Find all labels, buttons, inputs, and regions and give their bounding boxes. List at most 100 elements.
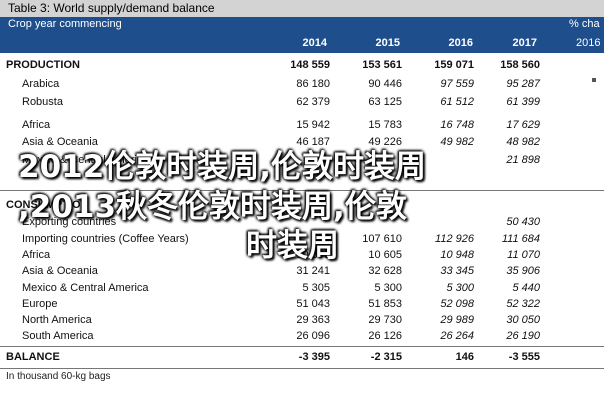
value-2015: 15 783 xyxy=(368,119,402,131)
edge-marker xyxy=(592,78,596,82)
value-2016: 10 948 xyxy=(440,249,474,261)
watermark-line-3: 时装周 xyxy=(246,228,339,264)
year-2017: 2017 xyxy=(512,37,537,49)
value-2016: 5 300 xyxy=(446,282,474,294)
value-2016: 97 559 xyxy=(440,78,474,90)
value-2015: 32 628 xyxy=(368,265,402,277)
table-row: Mexico & Central America 21 898 xyxy=(0,152,604,168)
balance-2015: -2 315 xyxy=(370,351,402,363)
row-label: Africa xyxy=(22,119,51,131)
row-label: Mexico & Central America xyxy=(22,154,149,166)
table-footer: In thousand 60-kg bags xyxy=(0,368,604,387)
value-2016: 29 989 xyxy=(440,314,474,326)
table-row: Robusta 62 379 63 125 61 512 61 399 xyxy=(0,94,604,110)
value-2017: 26 190 xyxy=(506,330,540,342)
value-2017: 50 430 xyxy=(506,216,540,228)
table-row: Africa 15 942 15 783 16 748 17 629 xyxy=(0,117,604,133)
value-2017: 111 684 xyxy=(501,233,540,245)
value-2017: 11 070 xyxy=(507,249,540,261)
value-2014: 26 096 xyxy=(296,330,330,342)
divider xyxy=(0,190,604,191)
value-2015: 49 226 xyxy=(368,136,402,148)
year-2015: 2015 xyxy=(375,37,400,49)
row-label: Europe xyxy=(22,298,58,310)
percent-year: 2016 xyxy=(576,37,601,49)
row-label: Mexico & Central America xyxy=(22,282,149,294)
production-2014: 148 559 xyxy=(290,59,330,71)
title-bar: Table 3: World supply/demand balance xyxy=(0,0,604,17)
value-2014: 5 305 xyxy=(302,282,330,294)
value-2014: 31 241 xyxy=(296,265,330,277)
row-label: Importing countries (Coffee Years) xyxy=(22,233,189,245)
value-2015: 26 126 xyxy=(368,330,402,342)
value-2016: 33 345 xyxy=(440,265,474,277)
row-label: South America xyxy=(22,330,94,342)
table-row: South America 26 096 26 126 26 264 26 19… xyxy=(0,328,604,344)
production-row: PRODUCTION 148 559 153 561 159 071 158 5… xyxy=(0,57,604,73)
value-2014: 86 180 xyxy=(296,78,330,90)
value-2017: 30 050 xyxy=(506,314,540,326)
value-2014: 62 379 xyxy=(296,96,330,108)
table-row: North America 29 363 29 730 29 989 30 05… xyxy=(0,312,604,328)
row-label: Africa xyxy=(22,249,51,261)
value-2014: 10 503 xyxy=(296,249,330,261)
table-title: Table 3: World supply/demand balance xyxy=(8,1,215,15)
value-2017: 61 399 xyxy=(506,96,540,108)
balance-row: BALANCE -3 395 -2 315 146 -3 555 xyxy=(0,349,604,365)
watermark-line-2: ,2013秋冬伦敦时装周,伦敦 xyxy=(18,189,407,225)
table-row: Asia & Oceania 31 241 32 628 33 345 35 9… xyxy=(0,263,604,279)
year-2014: 2014 xyxy=(302,37,327,49)
value-2015: 51 853 xyxy=(368,298,402,310)
value-2014: 29 363 xyxy=(296,314,330,326)
value-2017: 52 322 xyxy=(506,298,540,310)
value-2016: 49 982 xyxy=(440,136,474,148)
table-row: Mexico & Central America 5 305 5 300 5 3… xyxy=(0,280,604,296)
percent-change-label: % cha xyxy=(569,18,600,30)
production-2017: 158 560 xyxy=(500,59,540,71)
table-row: Importing countries (Coffee Years) 109 1… xyxy=(0,231,604,247)
table-row: Arabica 86 180 90 446 97 559 95 287 xyxy=(0,76,604,92)
value-2014: 109 xyxy=(311,233,330,245)
value-2017: 5 440 xyxy=(512,282,540,294)
balance-2016: 146 xyxy=(455,351,474,363)
value-2015: 90 446 xyxy=(368,78,402,90)
value-2015: 10 605 xyxy=(368,249,402,261)
row-label: Arabica xyxy=(22,78,60,90)
production-2016: 159 071 xyxy=(434,59,474,71)
value-2016: 16 748 xyxy=(440,119,474,131)
row-label: North America xyxy=(22,314,92,326)
watermark-line-1: 2012伦敦时装周,伦敦时装周 xyxy=(18,149,427,185)
table-row: Asia & Oceania 46 187 49 226 49 982 48 9… xyxy=(0,134,604,150)
balance-label: BALANCE xyxy=(6,351,60,363)
value-2017: 17 629 xyxy=(506,119,540,131)
value-2017: 48 982 xyxy=(506,136,540,148)
table-header: Crop year commencing % cha 2014 2015 201… xyxy=(0,17,604,53)
table-row: Exporting countries 50 430 xyxy=(0,214,604,230)
row-label: Asia & Oceania xyxy=(22,136,98,148)
unit-note: In thousand 60-kg bags xyxy=(6,371,111,382)
value-2015: 5 300 xyxy=(374,282,402,294)
value-2017: 35 906 xyxy=(506,265,540,277)
divider xyxy=(0,346,604,347)
table-row: Africa 10 503 10 605 10 948 11 070 xyxy=(0,247,604,263)
value-2014: 15 942 xyxy=(296,119,330,131)
row-label: Exporting countries xyxy=(22,216,117,228)
value-2017: 95 287 xyxy=(506,78,540,90)
value-2016: 52 098 xyxy=(440,298,474,310)
year-2016: 2016 xyxy=(448,37,473,49)
consumption-label: CONSUMPTION xyxy=(6,199,89,211)
crop-year-label: Crop year commencing xyxy=(8,18,122,30)
value-2016: 112 926 xyxy=(435,233,474,245)
value-2014: 46 187 xyxy=(296,136,330,148)
balance-2017: -3 555 xyxy=(508,351,540,363)
value-2017: 21 898 xyxy=(506,154,540,166)
row-label: Asia & Oceania xyxy=(22,265,98,277)
production-2015: 153 561 xyxy=(362,59,402,71)
production-label: PRODUCTION xyxy=(6,59,80,71)
value-2016: 26 264 xyxy=(440,330,474,342)
value-2014: 51 043 xyxy=(296,298,330,310)
table-row: Europe 51 043 51 853 52 098 52 322 xyxy=(0,296,604,312)
value-2015: 107 610 xyxy=(362,233,402,245)
row-label: Robusta xyxy=(22,96,63,108)
